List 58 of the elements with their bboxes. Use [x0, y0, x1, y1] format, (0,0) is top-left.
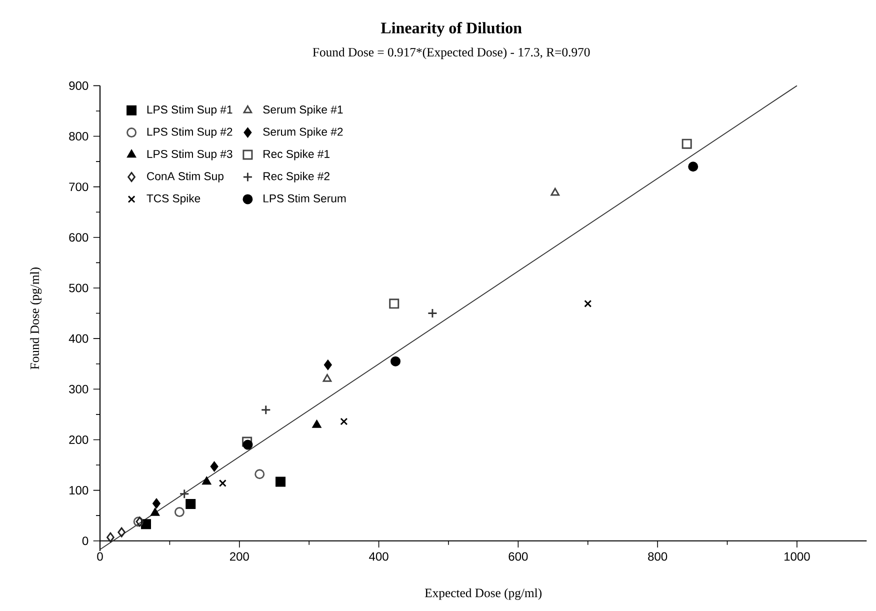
point: [186, 498, 196, 509]
legend-label: LPS Stim Sup #2: [147, 127, 232, 138]
chart-title: Linearity of Dilution: [380, 22, 522, 37]
point: [688, 162, 698, 172]
point: [324, 360, 332, 370]
legend-label: Rec Spike #1: [264, 150, 330, 160]
legend-label: LPS Stim Sup #1: [147, 105, 232, 116]
point: [136, 516, 144, 527]
point: [150, 508, 160, 516]
point: [390, 356, 401, 366]
point: [174, 507, 184, 518]
y-tick-label: 200: [69, 435, 88, 444]
y-tick-label: 500: [69, 284, 88, 292]
legend-label: LPS Stim Sup #3: [147, 150, 232, 160]
y-axis-title: Found Dose (pg/ml): [30, 268, 42, 370]
point: [254, 469, 265, 480]
point: [133, 516, 144, 527]
chart-subtitle: Found Dose = 0.917*(Expected Dose) - 17.3, R=0.970: [312, 48, 590, 60]
x-tick-label: 800: [648, 552, 668, 561]
y-tick-label: 0: [82, 536, 88, 546]
point: [584, 300, 592, 308]
point: [682, 138, 692, 149]
point: [210, 462, 218, 472]
legend-label: LPS Stim Serum: [264, 194, 346, 202]
point: [152, 498, 160, 508]
point: [322, 374, 332, 382]
point: [312, 420, 322, 428]
point: [242, 436, 252, 447]
point: [179, 488, 190, 499]
point: [118, 527, 126, 538]
point: [340, 418, 348, 426]
x-tick-label: 200: [230, 552, 249, 561]
y-tick-label: 800: [69, 132, 88, 141]
point: [389, 298, 400, 309]
point: [106, 532, 114, 542]
y-tick-label: 100: [70, 486, 88, 495]
legend-label: Serum Spike #2: [263, 127, 343, 138]
point: [242, 440, 253, 450]
legend-label: Rec Spike #2: [264, 172, 330, 182]
point: [202, 476, 212, 485]
x-tick-label: 1000: [784, 552, 810, 561]
point: [218, 479, 226, 487]
x-tick-label: 0: [97, 552, 103, 561]
point: [550, 188, 560, 196]
x-tick-label: 400: [369, 552, 388, 561]
x-axis-title: Expected Dose (pg/ml): [424, 588, 542, 600]
legend-label: TCS Spike: [146, 194, 200, 205]
y-tick-label: 400: [68, 334, 88, 343]
y-tick-label: 900: [69, 81, 88, 90]
legend-label: ConA Stim Sup: [147, 172, 224, 182]
point: [260, 404, 271, 415]
point: [276, 476, 286, 487]
x-tick-label: 600: [508, 552, 528, 561]
point: [427, 308, 438, 318]
y-tick-label: 700: [69, 182, 88, 192]
y-tick-label: 600: [69, 233, 88, 242]
legend-label: Serum Spike #1: [263, 105, 343, 116]
y-tick-label: 300: [69, 384, 88, 394]
